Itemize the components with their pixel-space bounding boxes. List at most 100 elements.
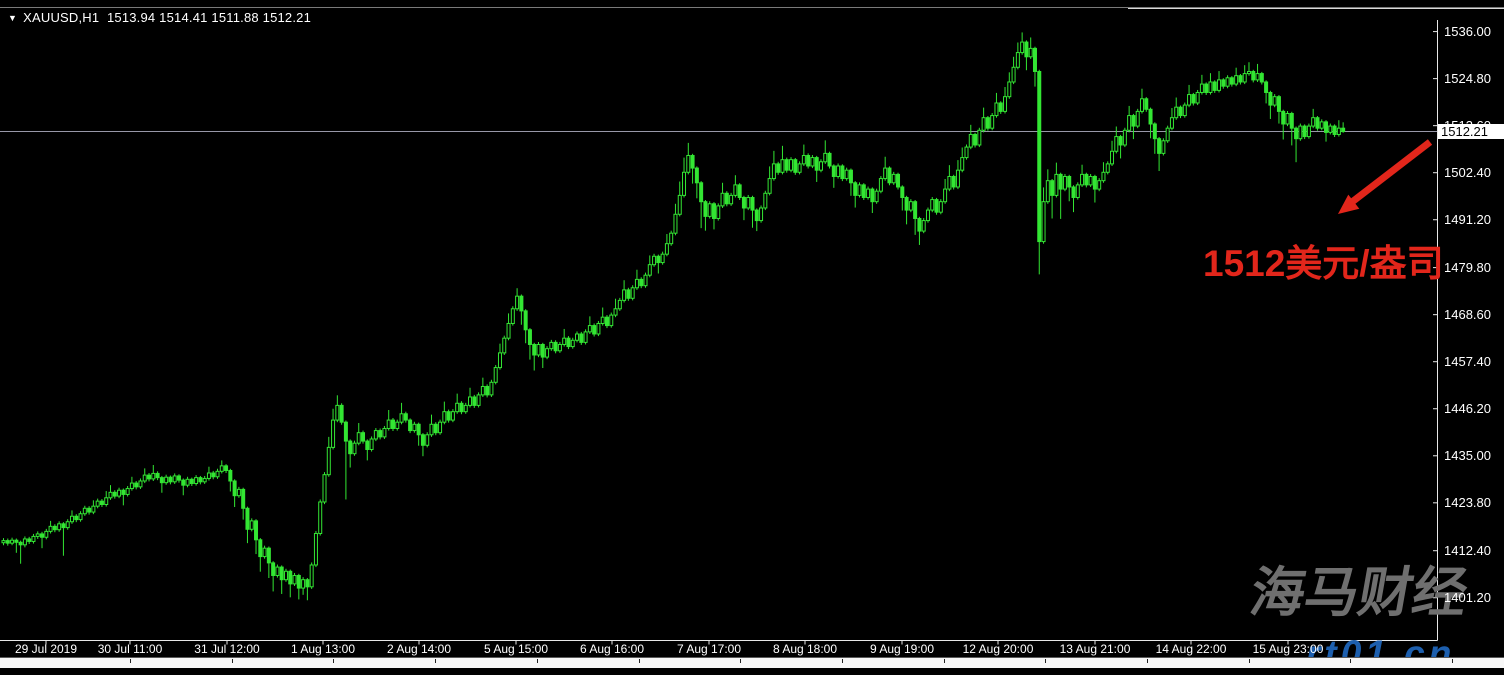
candle-body	[759, 207, 764, 222]
candle-body	[891, 173, 896, 184]
collapse-triangle-icon[interactable]: ▼	[8, 13, 18, 23]
candle-body	[844, 169, 849, 180]
candle-body	[1088, 175, 1093, 186]
candle-body	[716, 205, 721, 219]
candle-body	[266, 547, 271, 564]
candle-body	[1062, 175, 1067, 190]
symbol-period-label: XAUUSD,H1	[23, 10, 100, 25]
candle-body	[206, 472, 211, 479]
candle-body	[262, 547, 267, 558]
candle-body	[1328, 125, 1333, 133]
candle-body	[1157, 138, 1162, 154]
candle-body	[472, 396, 477, 406]
candle-body	[395, 421, 400, 429]
candle-body	[960, 157, 965, 171]
ohlc-open: 1513.94	[106, 10, 156, 25]
candle-body	[857, 184, 862, 196]
candle-body	[604, 316, 609, 327]
candle-body	[985, 117, 990, 129]
candle-body	[643, 274, 648, 287]
candle-body	[896, 173, 901, 188]
candle-body	[737, 184, 742, 198]
ohlc-close: 1512.21	[262, 10, 312, 25]
candle-body	[575, 333, 580, 341]
candle-body	[1187, 94, 1192, 106]
candle-body	[369, 438, 374, 450]
candle-body	[433, 423, 438, 434]
candle-body	[1246, 70, 1251, 75]
lower-window-tick	[1452, 659, 1453, 663]
candle-body	[416, 423, 421, 436]
candle-body	[506, 322, 511, 339]
candle-body	[82, 507, 87, 515]
candle-body	[904, 196, 909, 211]
candle-body	[1229, 77, 1234, 85]
candle-body	[1302, 125, 1307, 138]
candle-body	[151, 472, 156, 480]
candle-body	[1217, 79, 1222, 91]
candle-body	[1332, 125, 1337, 135]
candle-body	[10, 539, 15, 544]
candle-body	[125, 488, 130, 495]
candle-body	[241, 488, 246, 509]
candle-body	[1251, 70, 1256, 81]
candle-body	[356, 432, 361, 444]
candle-body	[583, 331, 588, 343]
candle-body	[840, 165, 845, 180]
candle-body	[420, 434, 425, 446]
candle-body	[258, 539, 263, 558]
watermark-site-name: 海马财经	[1245, 563, 1473, 623]
candle-body	[1037, 70, 1042, 243]
candle-body	[600, 316, 605, 324]
candle-body	[1058, 173, 1063, 190]
candle-body	[801, 154, 806, 165]
candle-body	[215, 470, 220, 478]
candle-body	[468, 396, 473, 406]
lower-window-tick	[435, 659, 436, 663]
candle-body	[446, 411, 451, 421]
candle-body	[159, 477, 164, 484]
candle-body	[1135, 110, 1140, 127]
candle-body	[900, 186, 905, 198]
candle-body	[1020, 41, 1025, 54]
lower-window-tick	[537, 659, 538, 663]
candle-body	[1178, 106, 1183, 117]
lower-window-tick	[1045, 659, 1046, 663]
candle-body	[313, 532, 318, 566]
candle-body	[108, 491, 113, 499]
candle-body	[1272, 96, 1277, 106]
candle-body	[557, 343, 562, 352]
candle-body	[532, 343, 537, 356]
candle-body	[806, 154, 811, 167]
candle-body	[973, 133, 978, 146]
candle-body	[848, 169, 853, 184]
candle-body	[814, 157, 819, 171]
lower-window-tick	[842, 659, 843, 663]
candle-body	[155, 472, 160, 479]
candle-body	[194, 477, 199, 485]
candle-body	[1084, 173, 1089, 186]
ohlc-high: 1514.41	[159, 10, 208, 25]
candle-body	[968, 133, 973, 148]
candle-body	[1028, 47, 1033, 58]
candle-body	[296, 574, 301, 589]
candle-body	[1259, 73, 1264, 83]
candle-body	[1208, 81, 1213, 93]
candle-body	[61, 523, 66, 529]
candle-body	[348, 440, 353, 455]
candle-body	[750, 196, 755, 211]
candle-body	[87, 507, 92, 513]
candle-body	[69, 515, 74, 523]
candle-body	[771, 163, 776, 180]
candle-body	[677, 194, 682, 215]
candle-body	[309, 564, 314, 588]
candle-body	[1204, 83, 1209, 93]
candle-body	[219, 465, 224, 472]
candle-body	[1255, 73, 1260, 81]
candle-body	[1152, 123, 1157, 140]
candle-body	[117, 489, 122, 497]
candle-body	[913, 201, 918, 219]
candle-body	[1071, 186, 1076, 198]
candle-body	[181, 479, 186, 486]
